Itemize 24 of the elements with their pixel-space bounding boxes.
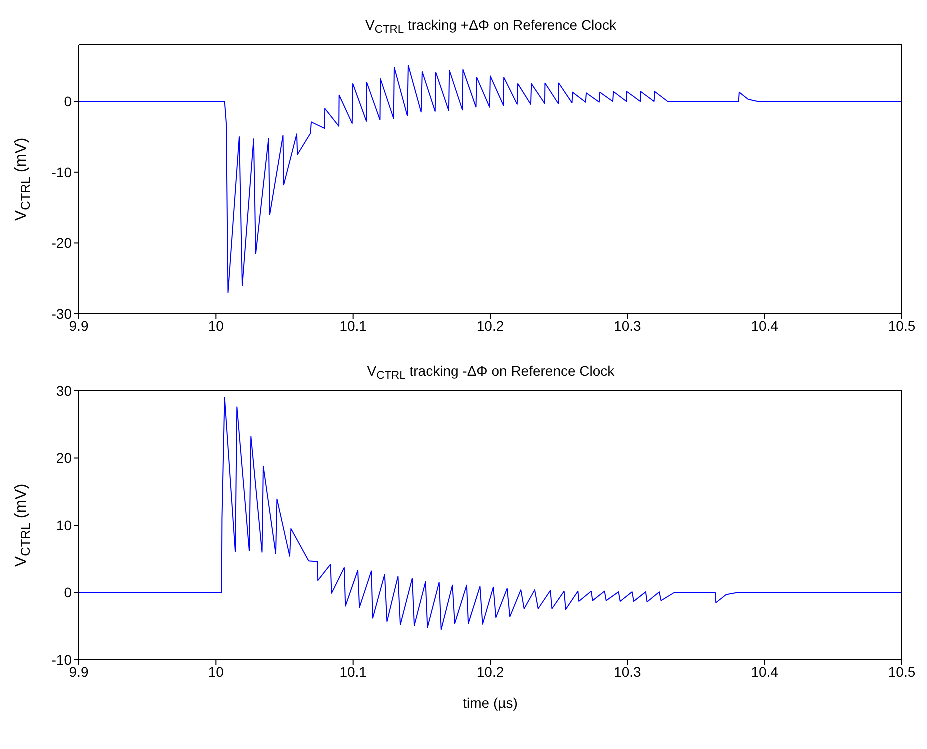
x-tick-label: 10.2	[476, 664, 504, 680]
y-tick-label: -10	[52, 164, 72, 180]
y-tick-label: 0	[64, 584, 72, 601]
x-tick-label: 10.2	[476, 318, 504, 334]
line-series	[79, 397, 902, 630]
x-tick-label: 10.3	[614, 664, 642, 680]
x-tick-label: 10.5	[888, 318, 916, 334]
chart-title: V$_{CTRL}$ tracking +ΔΦ on Reference Clock	[366, 17, 618, 36]
y-tick-label: 10	[56, 517, 72, 534]
x-axis-title: time (µs)	[463, 695, 518, 711]
y-tick-label: 30	[56, 382, 72, 399]
x-tick-label: 10.1	[340, 664, 368, 680]
y-tick-label: -20	[52, 235, 72, 252]
x-tick-label: 10.4	[751, 318, 779, 334]
y-tick-label: 20	[56, 450, 72, 466]
chart-title: V$_{CTRL}$ tracking -ΔΦ on Reference Clock	[367, 363, 616, 382]
x-tick-label: 10.3	[614, 318, 642, 334]
x-tick-label: 10	[208, 318, 224, 334]
x-tick-label: 10.5	[888, 664, 916, 680]
x-tick-label: 10	[208, 664, 224, 680]
y-tick-label: 0	[64, 94, 72, 110]
x-tick-label: 10.1	[340, 318, 368, 334]
x-tick-label: 10.4	[751, 664, 779, 680]
line-series	[79, 65, 902, 294]
